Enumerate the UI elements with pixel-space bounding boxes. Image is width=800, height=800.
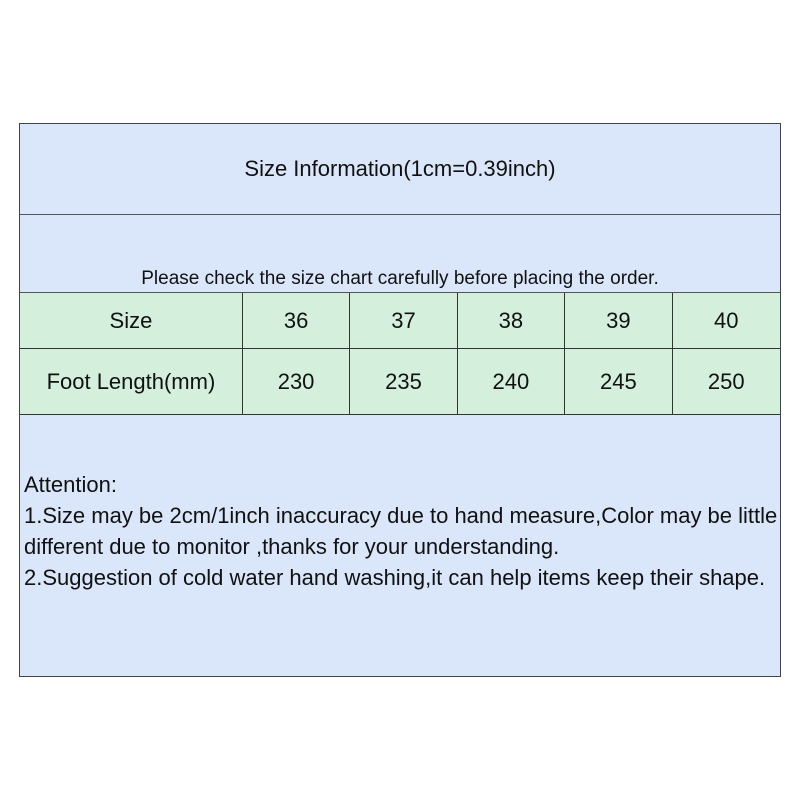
table-cell: 230 [243, 349, 351, 414]
size-chart: Size Information(1cm=0.39inch) Please ch… [19, 123, 781, 677]
chart-title: Size Information(1cm=0.39inch) [20, 124, 780, 215]
table-cell: 250 [707, 368, 745, 394]
attention-heading: Attention: [24, 472, 117, 497]
row-label: Foot Length(mm) [20, 349, 243, 414]
row-label: Size [20, 293, 243, 348]
table-cell: 40 [714, 307, 739, 333]
attention-section: Attention: 1.Size may be 2cm/1inch inacc… [24, 469, 779, 593]
table-row: Foot Length(mm) 230 235 240 245 250 [20, 349, 780, 415]
table-cell: 240 [458, 349, 566, 414]
table-cell: 245 [565, 349, 673, 414]
notice-text: Please check the size chart carefully be… [20, 215, 780, 293]
table-row: Size 36 37 38 39 40 [20, 293, 780, 349]
attention-line: 2.Suggestion of cold water hand washing,… [24, 565, 766, 590]
table-cell: 39 [565, 293, 673, 348]
table-cell: 37 [350, 293, 458, 348]
attention-line: 1.Size may be 2cm/1inch inaccuracy due t… [24, 503, 778, 559]
table-cell: 235 [350, 349, 458, 414]
table-cell: 36 [243, 293, 351, 348]
table-cell: 38 [458, 293, 566, 348]
